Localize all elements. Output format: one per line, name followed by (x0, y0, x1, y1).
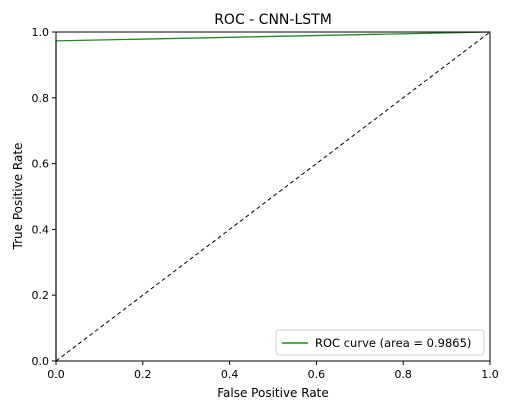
plot-frame (55, 31, 491, 362)
y-axis-ticks: 0.0 0.2 0.4 0.6 0.8 1.0 (32, 26, 56, 368)
x-tick-label: 0.0 (47, 368, 65, 381)
y-tick-label: 0.4 (32, 223, 50, 236)
x-tick-label: 0.6 (308, 368, 326, 381)
plot-area (56, 32, 490, 361)
y-axis-label: True Positive Rate (11, 143, 25, 251)
chart-title: ROC - CNN-LSTM (214, 12, 332, 28)
legend: ROC curve (area = 0.9865) (275, 329, 485, 356)
x-axis-ticks: 0.0 0.2 0.4 0.6 0.8 1.0 (47, 361, 499, 381)
y-tick-label: 0.0 (32, 355, 50, 368)
y-tick-label: 1.0 (32, 26, 50, 39)
y-tick-label: 0.6 (32, 158, 50, 171)
x-tick-label: 0.8 (394, 368, 412, 381)
x-tick-label: 0.2 (134, 368, 152, 381)
y-tick-label: 0.8 (32, 92, 50, 105)
x-axis-label: False Positive Rate (217, 386, 329, 400)
y-tick-label: 0.2 (32, 289, 50, 302)
x-tick-label: 1.0 (481, 368, 499, 381)
legend-label-roc: ROC curve (area = 0.9865) (315, 336, 471, 350)
legend-box (275, 329, 485, 356)
x-tick-label: 0.4 (221, 368, 239, 381)
